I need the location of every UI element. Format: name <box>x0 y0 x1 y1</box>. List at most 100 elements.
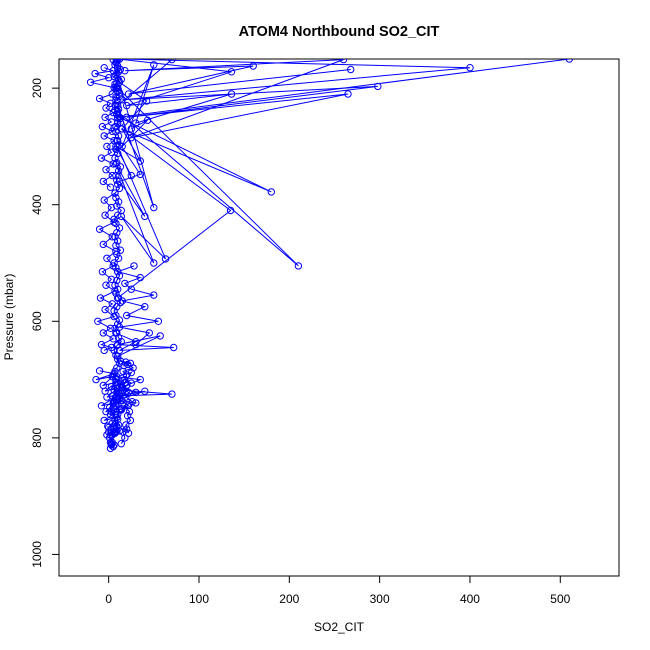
y-tick-label: 400 <box>30 194 44 214</box>
data-point <box>156 332 164 340</box>
data-point <box>91 69 99 78</box>
data-point <box>111 287 119 295</box>
series-line-14 <box>117 59 232 147</box>
data-point <box>100 346 108 355</box>
data-point <box>150 61 158 69</box>
data-point <box>115 184 124 193</box>
data-point <box>110 399 118 407</box>
data-point <box>111 281 119 289</box>
y-tick-label: 600 <box>30 311 44 331</box>
data-point <box>150 203 158 212</box>
x-tick-label: 100 <box>189 592 209 606</box>
data-point <box>96 294 105 302</box>
data-point <box>101 305 109 314</box>
data-point <box>466 64 474 72</box>
data-point <box>150 259 158 267</box>
data-point <box>114 421 123 429</box>
data-point <box>344 90 352 98</box>
data-point <box>132 338 140 346</box>
series-line-7 <box>96 192 117 351</box>
data-point <box>115 346 124 355</box>
plot-area <box>58 58 620 577</box>
data-point <box>97 340 106 349</box>
data-point <box>113 413 121 422</box>
data-point <box>114 101 122 110</box>
data-point <box>112 241 120 250</box>
data-point <box>112 142 120 151</box>
series-layer <box>86 59 573 453</box>
data-point <box>142 97 151 105</box>
data-point <box>116 246 125 254</box>
data-point <box>108 300 117 308</box>
data-point <box>114 211 122 219</box>
data-point <box>109 262 117 270</box>
data-point <box>115 382 124 391</box>
data-point <box>100 196 108 204</box>
data-point <box>127 285 136 293</box>
series-line-15 <box>119 59 471 139</box>
y-tick-label: 1000 <box>30 541 44 568</box>
data-point <box>113 250 121 259</box>
series-line-17 <box>117 59 570 118</box>
data-point <box>114 268 122 276</box>
data-point <box>94 317 102 325</box>
x-tick-label: 200 <box>279 592 299 606</box>
data-point <box>121 279 129 288</box>
data-point <box>112 160 120 168</box>
data-point <box>339 59 348 64</box>
data-point <box>123 113 131 122</box>
data-point <box>108 90 117 98</box>
x-axis-label: SO2_CIT <box>314 620 365 634</box>
data-point <box>126 359 135 367</box>
data-point <box>101 113 109 122</box>
data-point <box>136 170 145 179</box>
data-point <box>115 78 124 87</box>
data-point <box>143 116 152 124</box>
data-point <box>105 74 113 82</box>
data-point <box>110 312 118 321</box>
data-point <box>117 212 126 221</box>
data-point <box>102 281 110 289</box>
data-point <box>168 390 176 398</box>
data-point <box>107 343 116 352</box>
data-point <box>100 416 108 425</box>
x-tick-label: 500 <box>550 592 570 606</box>
y-tick-label: 800 <box>30 428 44 448</box>
data-point <box>98 122 107 131</box>
data-point <box>107 148 116 157</box>
data-point <box>86 78 95 87</box>
data-point <box>108 373 117 381</box>
data-point <box>115 224 124 232</box>
data-point <box>374 82 382 91</box>
data-point <box>98 268 107 276</box>
data-point <box>102 104 110 112</box>
data-point <box>107 118 116 126</box>
data-point <box>110 124 118 132</box>
data-point <box>132 119 140 127</box>
series-line-16 <box>114 59 173 208</box>
series-line-10 <box>115 332 174 357</box>
data-point <box>102 166 110 174</box>
data-point <box>117 440 126 448</box>
data-point <box>109 108 117 117</box>
data-point <box>115 316 124 324</box>
data-point <box>124 401 133 409</box>
data-point <box>168 59 176 64</box>
series-line-13 <box>115 140 167 264</box>
data-point <box>226 206 235 215</box>
data-point <box>115 390 124 398</box>
data-point <box>103 142 111 151</box>
data-point <box>294 262 303 270</box>
data-point <box>99 240 108 249</box>
data-point <box>154 317 163 325</box>
x-tick-label: 400 <box>460 592 480 606</box>
data-point <box>141 212 149 221</box>
data-point <box>109 67 117 75</box>
data-point <box>123 412 132 420</box>
data-point <box>103 431 111 439</box>
data-point <box>111 189 119 197</box>
data-point <box>107 203 116 212</box>
data-point <box>114 254 123 262</box>
data-point <box>92 375 100 384</box>
